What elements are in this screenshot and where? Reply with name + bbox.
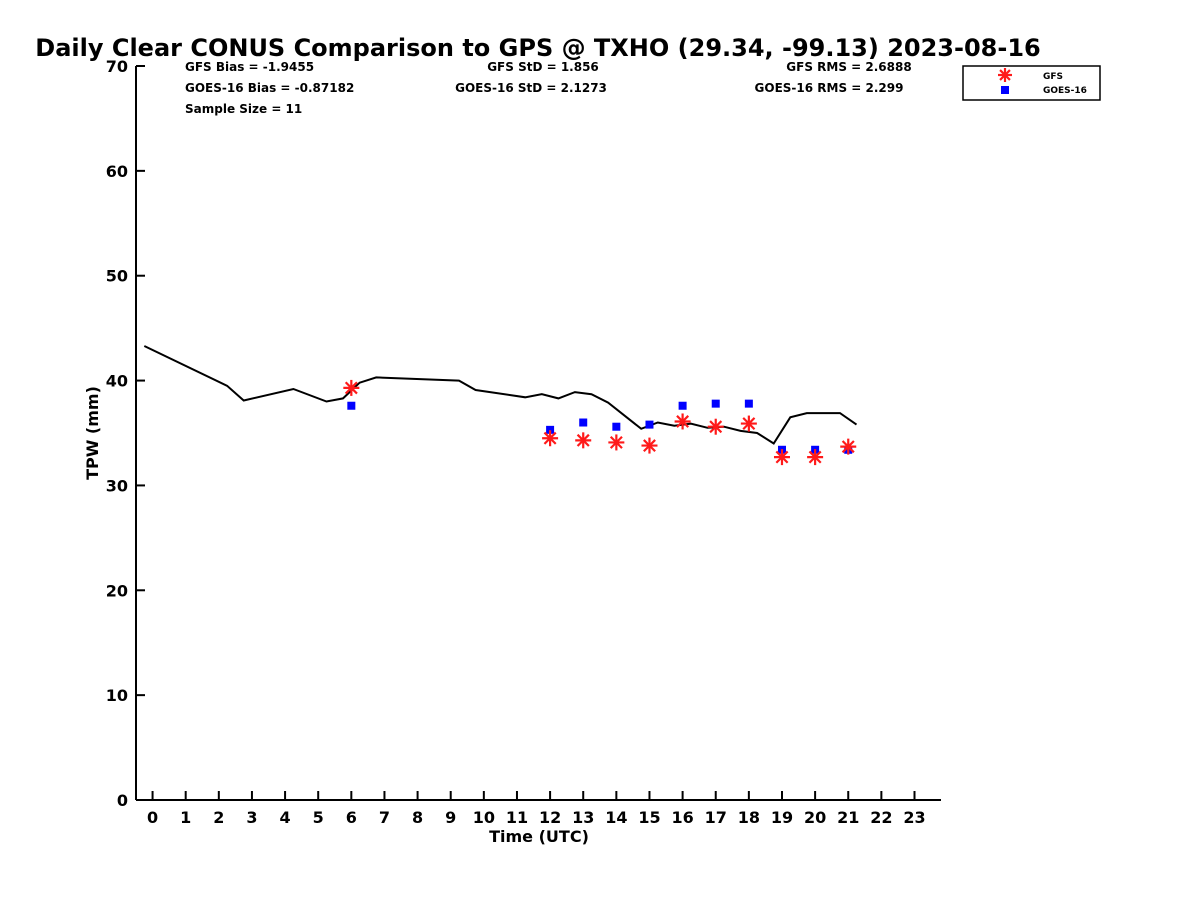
gps-tpw-line bbox=[143, 345, 858, 445]
y-tick-label: 10 bbox=[106, 686, 128, 705]
y-tick-label: 50 bbox=[106, 267, 128, 286]
gfs-point bbox=[674, 413, 691, 430]
x-tick-label: 19 bbox=[771, 808, 793, 827]
statistics-panel: GFS Bias = -1.9455 GOES-16 Bias = -0.871… bbox=[185, 60, 912, 116]
legend-gfs-label: GFS bbox=[1043, 72, 1063, 82]
x-tick-label: 1 bbox=[180, 808, 191, 827]
x-tick-label: 12 bbox=[539, 808, 561, 827]
x-tick-label: 16 bbox=[671, 808, 693, 827]
legend: GFS GOES-16 bbox=[962, 65, 1101, 101]
plot-area bbox=[143, 345, 858, 466]
x-tick-label: 10 bbox=[473, 808, 495, 827]
legend-box bbox=[962, 65, 1101, 101]
x-tick-label: 23 bbox=[903, 808, 925, 827]
gfs-point bbox=[773, 449, 790, 466]
axes bbox=[135, 66, 941, 801]
y-tick-label: 0 bbox=[117, 791, 128, 810]
gfs-point bbox=[343, 379, 360, 396]
legend-gfs-asterisk bbox=[998, 68, 1012, 82]
goes-std-label: GOES-16 StD = 2.1273 bbox=[455, 81, 607, 95]
y-tick-label: 20 bbox=[106, 581, 128, 600]
x-tick-label: 3 bbox=[246, 808, 257, 827]
goes-rms-label: GOES-16 RMS = 2.299 bbox=[755, 81, 904, 95]
gfs-point bbox=[740, 415, 757, 432]
legend-goes-marker bbox=[1001, 86, 1009, 94]
x-tick-label: 2 bbox=[213, 808, 224, 827]
x-tick-label: 17 bbox=[705, 808, 727, 827]
y-tick-label: 40 bbox=[106, 372, 128, 391]
goes16-point bbox=[678, 401, 687, 410]
x-tick-label: 7 bbox=[379, 808, 390, 827]
goes16-point bbox=[612, 422, 621, 431]
gfs-point bbox=[608, 434, 625, 451]
y-tick-label: 30 bbox=[106, 476, 128, 495]
chart-title: Daily Clear CONUS Comparison to GPS @ TX… bbox=[35, 34, 1040, 62]
x-tick-label: 8 bbox=[412, 808, 423, 827]
gfs-bias-label: GFS Bias = -1.9455 bbox=[185, 60, 314, 74]
x-tick-label: 20 bbox=[804, 808, 826, 827]
x-axis-ticks: 0 1 2 3 4 5 6 7 8 9 10 11 12 13 14 15 16 17 18 19 20 21 22 23 bbox=[147, 791, 926, 827]
y-tick-label: 70 bbox=[106, 57, 128, 76]
gfs-point bbox=[542, 430, 559, 447]
sample-size-label: Sample Size = 11 bbox=[185, 102, 302, 116]
goes16-point bbox=[744, 399, 753, 408]
gfs-point bbox=[840, 438, 857, 455]
goes16-point bbox=[645, 420, 654, 429]
x-tick-label: 21 bbox=[837, 808, 859, 827]
x-tick-label: 5 bbox=[313, 808, 324, 827]
x-tick-label: 0 bbox=[147, 808, 158, 827]
goes16-point bbox=[347, 401, 356, 410]
y-axis-label: TPW (mm) bbox=[83, 386, 102, 480]
x-tick-label: 18 bbox=[738, 808, 760, 827]
legend-gfs-marker bbox=[998, 68, 1012, 82]
gfs-point bbox=[641, 437, 658, 454]
goes16-point bbox=[711, 399, 720, 408]
x-tick-label: 9 bbox=[445, 808, 456, 827]
x-tick-label: 14 bbox=[605, 808, 627, 827]
y-tick-label: 60 bbox=[106, 162, 128, 181]
x-tick-label: 4 bbox=[280, 808, 291, 827]
gfs-point bbox=[807, 449, 824, 466]
x-tick-label: 6 bbox=[346, 808, 357, 827]
x-tick-label: 11 bbox=[506, 808, 528, 827]
y-axis-ticks: 0 10 20 30 40 50 60 70 bbox=[106, 57, 145, 810]
x-tick-label: 15 bbox=[638, 808, 660, 827]
goes-bias-label: GOES-16 Bias = -0.87182 bbox=[185, 81, 354, 95]
gfs-point bbox=[575, 432, 592, 449]
gfs-point bbox=[707, 418, 724, 435]
goes16-point bbox=[546, 425, 555, 434]
x-axis-label: Time (UTC) bbox=[489, 827, 589, 846]
x-tick-label: 22 bbox=[870, 808, 892, 827]
gfs-std-label: GFS StD = 1.856 bbox=[487, 60, 599, 74]
goes16-point bbox=[579, 418, 588, 427]
gfs-rms-label: GFS RMS = 2.6888 bbox=[786, 60, 911, 74]
legend-goes-label: GOES-16 bbox=[1043, 86, 1087, 96]
x-tick-label: 13 bbox=[572, 808, 594, 827]
